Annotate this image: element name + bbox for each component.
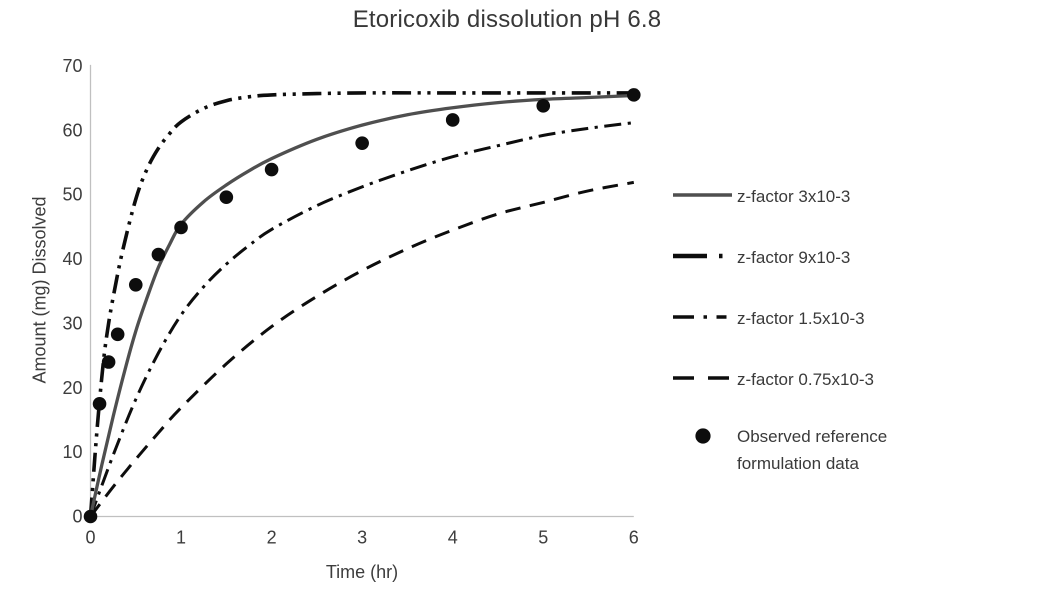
observed-data-point	[128, 277, 143, 292]
legend-label: z-factor 0.75x10-3	[737, 370, 875, 389]
legend-label: Observed reference formulation data	[737, 427, 888, 474]
legend-label: z-factor 1.5x10-3	[737, 309, 865, 328]
series-line-z-factor-1-5x10-3	[89, 121, 634, 518]
observed-data-point	[627, 88, 641, 102]
legend-item-z-factor-9x10-3: z-factor 9x10-3	[672, 244, 850, 271]
x-tick-label: 6	[629, 528, 639, 548]
dashed-line-swatch-icon	[672, 369, 736, 387]
observed-data-point	[151, 247, 166, 262]
x-tick-label: 2	[267, 528, 277, 548]
long-dash-dot-line-swatch-icon	[672, 247, 736, 265]
y-tick-label: 60	[62, 120, 82, 140]
y-tick-label: 40	[62, 249, 82, 269]
observed-data-point	[445, 113, 460, 127]
observed-data-point	[536, 99, 551, 113]
observed-data-point	[219, 190, 234, 205]
y-tick-label: 20	[62, 378, 82, 398]
x-tick-label: 5	[538, 528, 548, 548]
series-line-z-factor-3x10-3	[88, 93, 634, 517]
legend-item-observed-data: Observed reference formulation data	[672, 423, 972, 477]
legend-item-z-factor-0-75x10-3: z-factor 0.75x10-3	[672, 366, 874, 393]
x-axis-title: Time (hr)	[325, 562, 399, 582]
x-tick-label: 1	[176, 528, 186, 548]
y-tick-label: 50	[62, 185, 82, 205]
x-tick-label: 0	[85, 528, 95, 548]
legend: z-factor 3x10-3 z-factor 9x10-3 z-factor…	[672, 170, 1024, 500]
y-tick-label: 10	[62, 442, 82, 462]
y-tick-label: 30	[62, 313, 82, 333]
legend-label: z-factor 9x10-3	[737, 248, 851, 267]
legend-item-z-factor-3x10-3: z-factor 3x10-3	[672, 183, 850, 210]
chart-title: Etoricoxib dissolution pH 6.8	[352, 6, 662, 33]
observed-data-point	[264, 162, 279, 177]
observed-data-point	[110, 327, 125, 342]
y-tick-label: 0	[72, 507, 82, 527]
observed-data-point	[101, 355, 116, 369]
series-line-z-factor-0-75x10-3	[89, 180, 635, 518]
y-tick-label: 70	[62, 56, 82, 76]
legend-label: z-factor 3x10-3	[737, 187, 851, 206]
dash-dot-dash-line-swatch-icon	[672, 308, 736, 326]
series-line-z-factor-9x10-3	[88, 91, 634, 517]
y-axis-title: Amount (mg) Dissolved	[29, 196, 50, 384]
observed-data-point	[355, 136, 369, 150]
legend-item-z-factor-1-5x10-3: z-factor 1.5x10-3	[672, 305, 865, 332]
x-tick-label: 4	[448, 528, 458, 548]
solid-line-swatch-icon	[672, 186, 736, 204]
observed-data-point	[83, 509, 98, 524]
filled-circle-marker-icon	[672, 426, 736, 449]
observed-data-point	[174, 220, 188, 235]
x-tick-label: 3	[357, 528, 367, 548]
observed-data-point	[92, 397, 107, 411]
